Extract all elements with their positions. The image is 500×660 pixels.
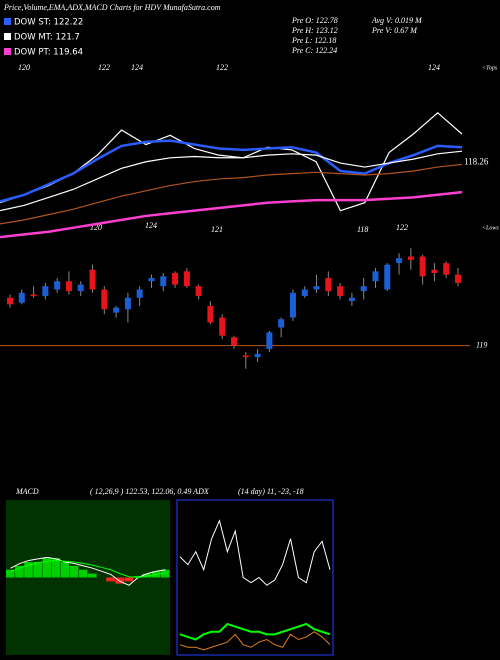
candle-body [124, 297, 131, 310]
candle-body [160, 276, 167, 287]
legend-label: DOW PT: 119.64 [14, 48, 83, 58]
candle-body [195, 286, 202, 297]
adx-panel [176, 499, 334, 656]
end-label: 118.26 [464, 156, 489, 166]
macd-line [10, 559, 166, 579]
chart-title: Price,Volume,EMA,ADX,MACD Charts for HDV… [3, 3, 221, 12]
macd-subtitle: ( 12,26,9 ) 122.53, 122.06, 0.49 ADX [90, 487, 210, 496]
candle-body [431, 269, 438, 273]
candle-body [289, 292, 296, 318]
candle-body [325, 277, 332, 292]
legend-swatch [4, 18, 11, 25]
macd-histogram-bar [106, 577, 115, 582]
candle-body [219, 317, 226, 336]
macd-histogram-bar [124, 577, 134, 582]
macd-title: MACD [15, 487, 39, 496]
candle-body [337, 286, 344, 297]
macd-histogram-bar [33, 562, 42, 578]
macd-histogram-bar [42, 558, 52, 578]
adx-line [179, 631, 331, 651]
top-label: 120 [18, 63, 30, 72]
stat: Pre L: 122.18 [291, 36, 336, 45]
stat: Pre H: 123.12 [291, 26, 338, 35]
candle-body [455, 274, 461, 283]
candle-body [89, 269, 96, 290]
candle-body [254, 353, 261, 358]
candle-body [443, 263, 450, 275]
macd-histogram-bar [88, 573, 97, 578]
stat: Pre O: 122.78 [291, 16, 338, 25]
candle-body [77, 284, 84, 292]
macd-histogram-bar [51, 558, 61, 578]
macd-histogram-bar [69, 565, 79, 578]
legend-swatch [4, 48, 11, 55]
adx-title: (14 day) 11, -23, -18 [238, 487, 304, 496]
top-label: 124 [131, 63, 143, 72]
macd-histogram-bar [133, 575, 143, 578]
top-label: 124 [428, 63, 440, 72]
candle-body [101, 289, 108, 310]
macd-histogram-bar [60, 562, 70, 578]
candle-body [313, 286, 320, 290]
candle-body [396, 258, 403, 264]
candle-body [54, 281, 61, 290]
bottom-label: 122 [396, 223, 408, 232]
candle-body [183, 271, 190, 287]
candle-body [242, 355, 249, 358]
ema-line [0, 190, 463, 239]
ema-line [0, 150, 463, 212]
legend-swatch [4, 33, 11, 40]
macd-histogram-bar [78, 569, 88, 578]
bottom-label: 120 [90, 223, 102, 232]
top-label: 122 [216, 63, 228, 72]
candle-body [42, 286, 49, 297]
candle-body [207, 306, 214, 323]
macd-histogram-bar [15, 565, 24, 578]
candle-body [384, 264, 391, 290]
bottom-label: 118 [357, 225, 368, 234]
adx-line [179, 519, 331, 586]
stat: Avg V: 0.019 M [371, 16, 423, 25]
candle-body [266, 332, 273, 349]
candle-body [360, 286, 367, 292]
bottom-label: 124 [145, 221, 157, 230]
candle-body [231, 337, 237, 346]
stat: Pre V: 0.67 M [371, 26, 418, 35]
lows-label: <Lows [482, 225, 499, 231]
ema-line [0, 163, 463, 225]
top-label: 122 [98, 63, 110, 72]
candle-body [348, 297, 355, 302]
candle-body [65, 281, 72, 292]
bottom-label: 121 [211, 225, 223, 234]
candle-body [407, 256, 414, 260]
candle-body [148, 277, 155, 282]
candle-body [136, 289, 143, 298]
candle-body [113, 307, 120, 313]
macd-histogram-bar [24, 562, 33, 578]
legend-label: DOW MT: 121.7 [14, 33, 80, 43]
candle-body [419, 256, 426, 277]
macd-histogram-bar [6, 569, 15, 578]
ema-line [0, 139, 463, 203]
candle-body [372, 271, 379, 282]
legend-label: DOW ST: 122.22 [14, 18, 83, 28]
tops-label: <Tops [482, 65, 498, 71]
candle-body [30, 294, 37, 297]
candle-body [278, 319, 285, 328]
candle-body [301, 289, 308, 297]
macd-histogram-bar [160, 569, 170, 578]
candle-body [7, 297, 13, 305]
reference-label: 119 [476, 340, 487, 349]
candle-body [18, 292, 25, 303]
stat: Pre C: 122.24 [291, 46, 337, 55]
adx-line [179, 622, 331, 641]
candle-body [172, 273, 179, 285]
